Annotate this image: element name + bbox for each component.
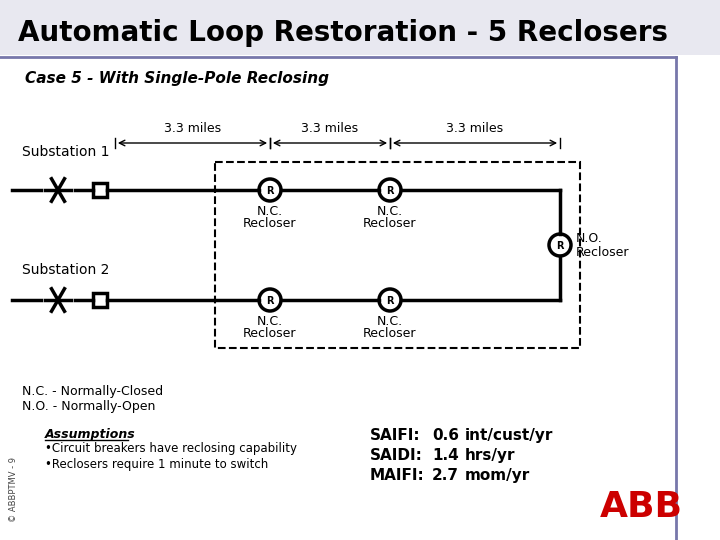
Text: R: R xyxy=(386,296,394,306)
Text: R: R xyxy=(386,186,394,196)
Text: •Circuit breakers have reclosing capability: •Circuit breakers have reclosing capabil… xyxy=(45,442,297,455)
Text: Substation 2: Substation 2 xyxy=(22,263,109,277)
Text: N.C.: N.C. xyxy=(257,205,283,218)
Circle shape xyxy=(259,179,281,201)
Circle shape xyxy=(259,289,281,311)
Text: Recloser: Recloser xyxy=(243,217,297,230)
Circle shape xyxy=(379,179,401,201)
Text: SAIFI:: SAIFI: xyxy=(370,428,420,443)
Text: Case 5 - With Single-Pole Reclosing: Case 5 - With Single-Pole Reclosing xyxy=(25,71,329,85)
Text: 3.3 miles: 3.3 miles xyxy=(302,122,359,135)
Text: R: R xyxy=(266,296,274,306)
Bar xyxy=(93,293,107,307)
Bar xyxy=(215,162,580,348)
Text: MAIFI:: MAIFI: xyxy=(370,468,425,483)
Text: 1.4: 1.4 xyxy=(432,448,459,463)
Text: Recloser: Recloser xyxy=(576,246,629,259)
Text: SAIDI:: SAIDI: xyxy=(370,448,423,463)
Text: 3.3 miles: 3.3 miles xyxy=(446,122,503,135)
Text: © ABBPTMV - 9: © ABBPTMV - 9 xyxy=(9,457,18,523)
Text: 2.7: 2.7 xyxy=(432,468,459,483)
Text: int/cust/yr: int/cust/yr xyxy=(465,428,554,443)
Bar xyxy=(93,183,107,197)
Text: N.O. - Normally-Open: N.O. - Normally-Open xyxy=(22,400,156,413)
Text: Automatic Loop Restoration - 5 Reclosers: Automatic Loop Restoration - 5 Reclosers xyxy=(18,19,668,47)
Text: ABB: ABB xyxy=(600,490,683,524)
Text: 0.6: 0.6 xyxy=(432,428,459,443)
Circle shape xyxy=(549,234,571,256)
Text: 3.3 miles: 3.3 miles xyxy=(164,122,221,135)
Text: Recloser: Recloser xyxy=(243,327,297,340)
Text: N.C.: N.C. xyxy=(377,205,403,218)
Text: N.O.: N.O. xyxy=(576,232,603,245)
Bar xyxy=(0,0,720,55)
Text: Assumptions: Assumptions xyxy=(45,428,136,441)
Text: •Reclosers require 1 minute to switch: •Reclosers require 1 minute to switch xyxy=(45,458,269,471)
Text: N.C. - Normally-Closed: N.C. - Normally-Closed xyxy=(22,385,163,398)
Circle shape xyxy=(379,289,401,311)
Text: Recloser: Recloser xyxy=(364,327,417,340)
Text: R: R xyxy=(557,241,564,251)
Text: Recloser: Recloser xyxy=(364,217,417,230)
Text: N.C.: N.C. xyxy=(377,315,403,328)
Text: Substation 1: Substation 1 xyxy=(22,145,109,159)
Text: mom/yr: mom/yr xyxy=(465,468,530,483)
Text: R: R xyxy=(266,186,274,196)
Text: hrs/yr: hrs/yr xyxy=(465,448,516,463)
Text: N.C.: N.C. xyxy=(257,315,283,328)
